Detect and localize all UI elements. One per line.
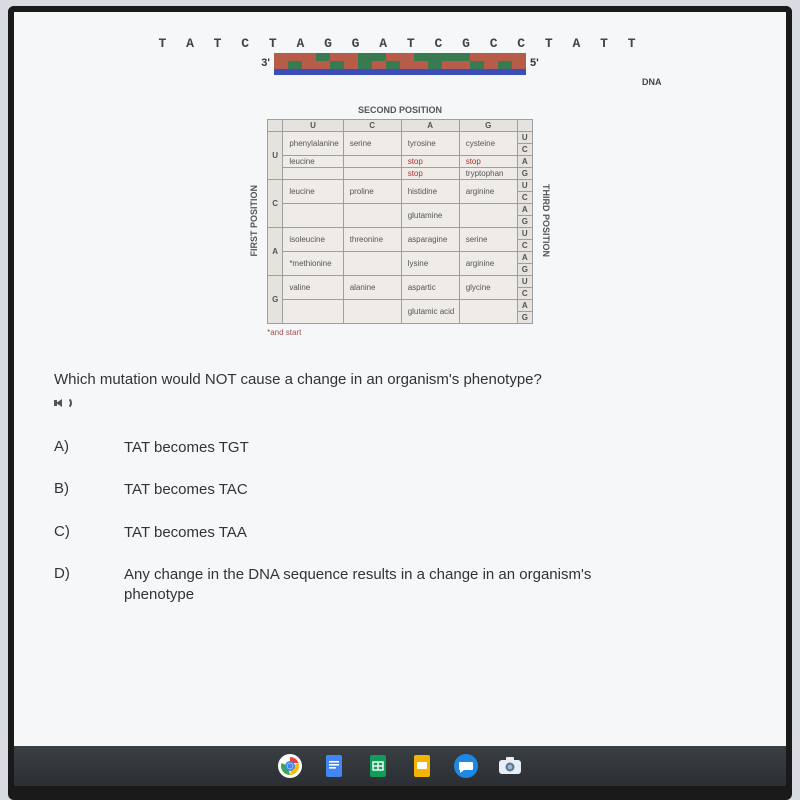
answer-text: Any change in the DNA sequence results i… xyxy=(124,565,644,606)
answer-b[interactable]: B) TAT becomes TAC xyxy=(54,480,746,500)
slides-icon[interactable] xyxy=(409,753,435,779)
answer-letter: C) xyxy=(54,523,78,540)
answer-a[interactable]: A) TAT becomes TGT xyxy=(54,438,746,458)
chrome-icon[interactable] xyxy=(277,753,303,779)
dna-bar xyxy=(274,53,526,69)
laptop-bezel-bottom xyxy=(8,786,792,800)
codon-table: UCAGUphenylalanineserinetyrosinecysteine… xyxy=(267,119,533,324)
laptop-screen: T A T C T A G G A T C G C C T A T T 3' 5… xyxy=(8,6,792,786)
answer-text: TAT becomes TGT xyxy=(124,438,249,458)
page-content: T A T C T A G G A T C G C C T A T T 3' 5… xyxy=(14,12,786,625)
question-text: Which mutation would NOT cause a change … xyxy=(54,371,746,388)
dna-label: DNA xyxy=(642,77,662,87)
audio-icon[interactable] xyxy=(54,396,72,410)
second-position-label: SECOND POSITION xyxy=(267,105,533,115)
camera-icon[interactable] xyxy=(497,753,523,779)
answer-letter: A) xyxy=(54,438,78,455)
codon-table-region: FIRST POSITION SECOND POSITION UCAGUphen… xyxy=(54,105,746,337)
third-position-label: THIRD POSITION xyxy=(541,184,551,257)
answer-list: A) TAT becomes TGT B) TAT becomes TAC C)… xyxy=(54,438,746,605)
answer-c[interactable]: C) TAT becomes TAA xyxy=(54,523,746,543)
taskbar xyxy=(14,746,786,786)
answer-text: TAT becomes TAA xyxy=(124,523,247,543)
dna-bottom-bar xyxy=(274,69,526,75)
first-position-label: FIRST POSITION xyxy=(249,185,259,257)
sheets-icon[interactable] xyxy=(365,753,391,779)
dna-5-prime: 5' xyxy=(530,57,539,69)
answer-letter: D) xyxy=(54,565,78,582)
answer-text: TAT becomes TAC xyxy=(124,480,248,500)
answer-letter: B) xyxy=(54,480,78,497)
dna-3-prime: 3' xyxy=(261,57,270,69)
answer-d[interactable]: D) Any change in the DNA sequence result… xyxy=(54,565,746,606)
dna-sequence-text: T A T C T A G G A T C G C C T A T T xyxy=(158,36,641,51)
docs-icon[interactable] xyxy=(321,753,347,779)
codon-footnote: *and start xyxy=(267,328,533,337)
messages-icon[interactable] xyxy=(453,753,479,779)
dna-diagram: T A T C T A G G A T C G C C T A T T 3' 5… xyxy=(54,36,746,87)
